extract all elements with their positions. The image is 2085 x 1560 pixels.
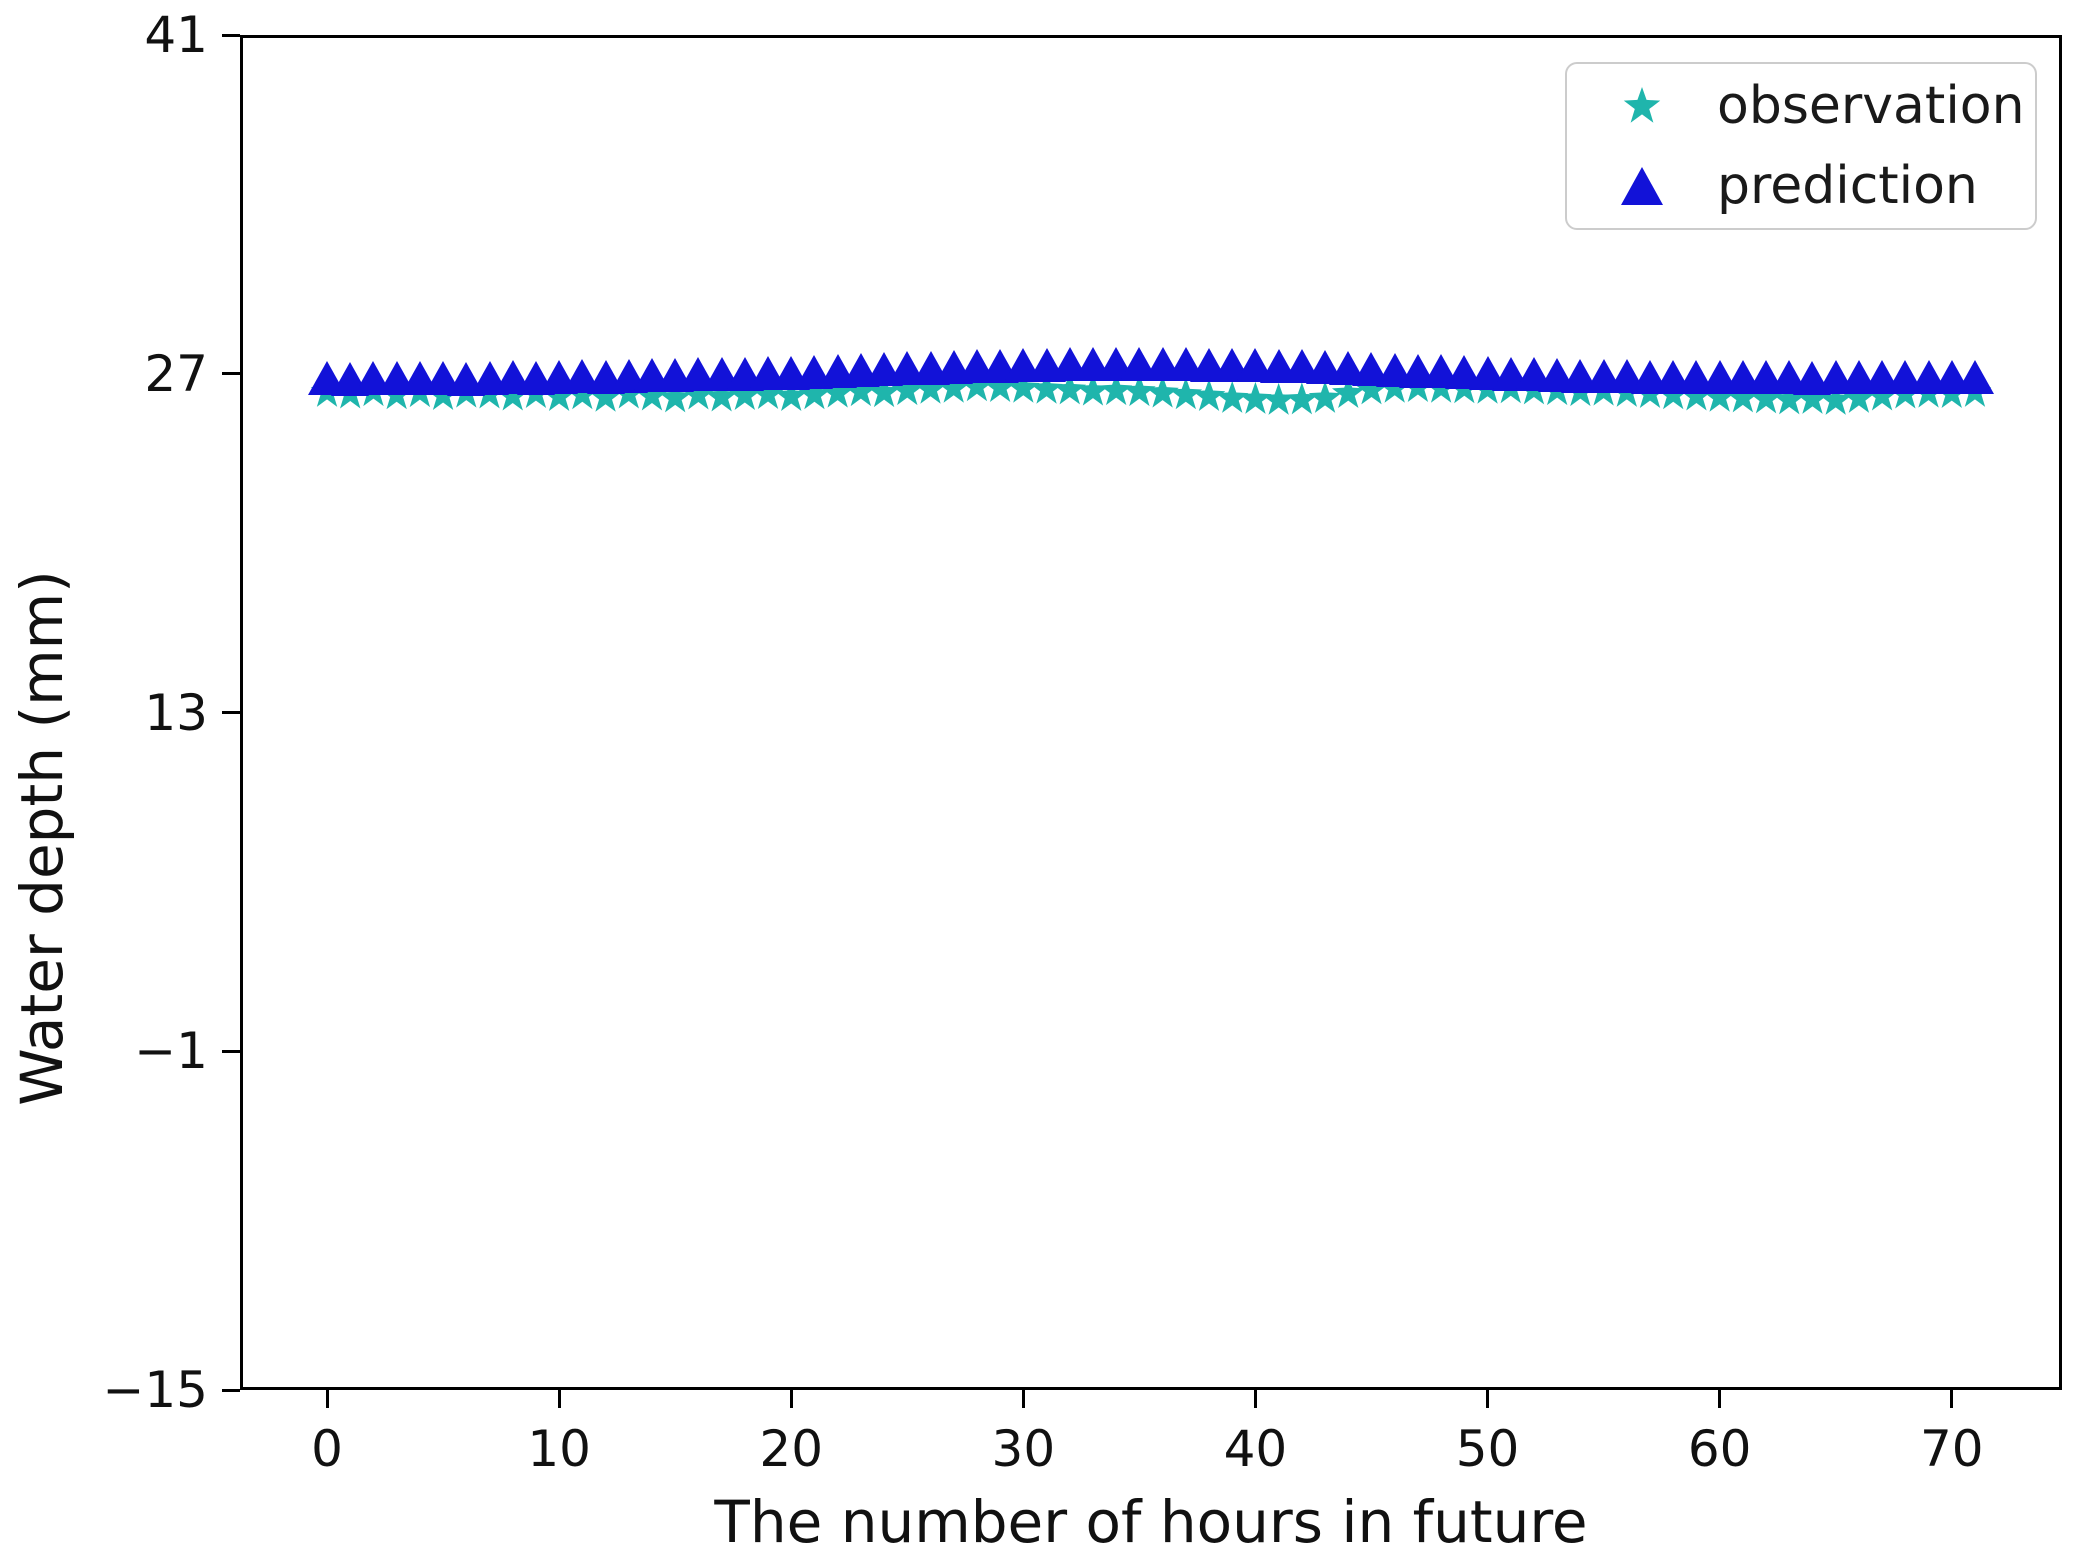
x-tick-mark [1718, 1390, 1722, 1408]
y-tick-mark [222, 711, 240, 714]
y-tick-mark [222, 1049, 240, 1053]
prediction-point [1955, 359, 1994, 394]
legend: observation prediction [1565, 62, 2037, 230]
x-tick-label: 10 [527, 1420, 591, 1478]
legend-item-observation: observation [1567, 66, 2035, 146]
y-tick-mark [222, 1388, 240, 1392]
x-tick-mark [325, 1390, 329, 1408]
y-tick-label: 13 [144, 683, 208, 742]
x-tick-label: 20 [759, 1420, 824, 1478]
triangle-icon [1621, 167, 1663, 205]
x-tick-mark [557, 1390, 561, 1408]
y-tick-label: 27 [144, 344, 208, 403]
legend-label-prediction: prediction [1717, 156, 1978, 216]
x-axis-title: The number of hours in future [714, 1488, 1588, 1556]
x-tick-label: 60 [1687, 1420, 1752, 1478]
legend-label-observation: observation [1717, 76, 2025, 136]
plot-area [240, 35, 2062, 1390]
star-icon [1623, 87, 1661, 123]
x-tick-mark [1486, 1390, 1490, 1408]
x-tick-mark [789, 1390, 793, 1408]
legend-item-prediction: prediction [1567, 146, 2035, 226]
x-tick-label: 0 [311, 1420, 343, 1478]
x-tick-label: 30 [991, 1420, 1056, 1478]
x-tick-mark [1253, 1390, 1257, 1408]
x-tick-mark [1021, 1390, 1025, 1408]
y-tick-label: 41 [144, 6, 208, 64]
x-tick-label: 50 [1455, 1420, 1520, 1478]
y-tick-mark [222, 372, 240, 376]
x-tick-mark [1950, 1390, 1954, 1408]
y-tick-label: −15 [102, 1361, 208, 1419]
x-tick-label: 70 [1919, 1420, 1984, 1478]
y-tick-mark [222, 33, 240, 37]
y-tick-label: −1 [134, 1022, 208, 1081]
x-tick-label: 40 [1223, 1420, 1288, 1478]
